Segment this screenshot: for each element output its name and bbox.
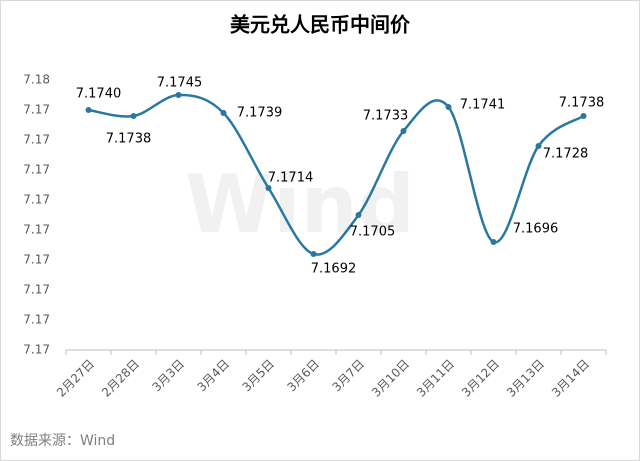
data-label: 7.1745: [157, 76, 203, 91]
y-tick-label: 7.17: [23, 283, 50, 297]
y-tick-label: 7.17: [23, 103, 50, 117]
data-point: [130, 113, 137, 119]
data-point: [355, 212, 362, 218]
y-tick-label: 7.17: [23, 193, 50, 207]
data-label: 7.1733: [363, 109, 409, 124]
data-label: 7.1705: [350, 225, 396, 240]
data-label: 7.1738: [106, 132, 152, 147]
data-label: 7.1741: [460, 98, 506, 113]
data-point: [490, 239, 497, 245]
data-label: 7.1728: [543, 147, 589, 162]
data-point: [535, 143, 542, 149]
chart-title: 美元兑人民币中间价: [230, 13, 411, 37]
y-tick-label: 7.17: [23, 313, 50, 327]
data-point: [85, 107, 92, 113]
y-tick-label: 7.17: [23, 133, 50, 147]
data-label: 7.1714: [268, 171, 314, 186]
y-tick-label: 7.18: [23, 73, 50, 87]
watermark: Wind: [185, 158, 415, 251]
data-point: [265, 185, 272, 191]
data-point: [220, 110, 227, 116]
data-label: 7.1696: [513, 222, 559, 237]
y-tick-label: 7.17: [23, 223, 50, 237]
data-point: [310, 251, 317, 257]
data-label: 7.1692: [311, 262, 357, 277]
data-label: 7.1738: [559, 96, 605, 111]
data-point: [175, 92, 182, 98]
y-tick-label: 7.17: [23, 253, 50, 267]
data-point: [580, 113, 587, 119]
source-note: 数据来源：Wind: [10, 433, 115, 449]
data-label: 7.1739: [237, 106, 283, 121]
data-point: [400, 128, 407, 134]
data-point: [445, 104, 452, 110]
y-tick-label: 7.17: [23, 163, 50, 177]
data-label: 7.1740: [76, 87, 122, 102]
y-tick-label: 7.17: [23, 343, 50, 357]
